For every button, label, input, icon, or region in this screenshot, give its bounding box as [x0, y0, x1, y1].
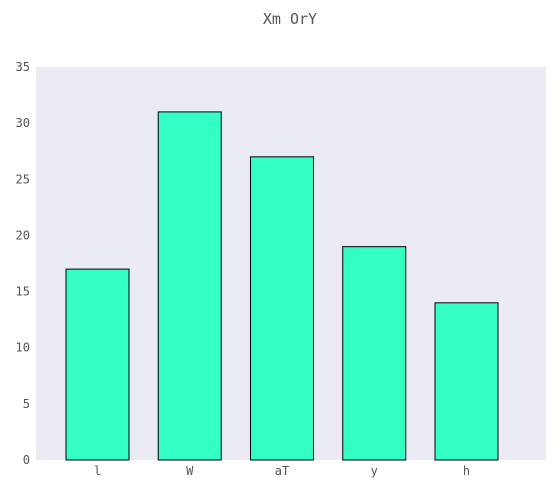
bar-l	[65, 268, 130, 461]
chart-title: Xm OrY	[263, 10, 317, 28]
y-tick-label: 15	[16, 285, 30, 299]
x-tick-label: l	[94, 464, 101, 478]
y-tick-label: 5	[23, 397, 30, 411]
y-tick-label: 10	[16, 341, 30, 355]
bars-layer	[65, 111, 499, 461]
x-tick-label: W	[186, 464, 194, 478]
y-tick-label: 30	[16, 116, 30, 130]
bar-y	[342, 246, 407, 461]
bar-W	[157, 111, 222, 461]
y-tick-label: 35	[16, 60, 30, 74]
bar-h	[434, 302, 499, 461]
bar-aT	[250, 156, 314, 461]
x-tick-label: y	[371, 464, 378, 478]
y-tick-label: 0	[23, 453, 30, 467]
x-tick-label: h	[463, 464, 470, 478]
y-axis: 0 5 10 15 20 25 30 35	[16, 60, 30, 467]
x-tick-label: aT	[275, 464, 289, 478]
y-tick-label: 25	[16, 172, 30, 186]
y-tick-label: 20	[16, 228, 30, 242]
